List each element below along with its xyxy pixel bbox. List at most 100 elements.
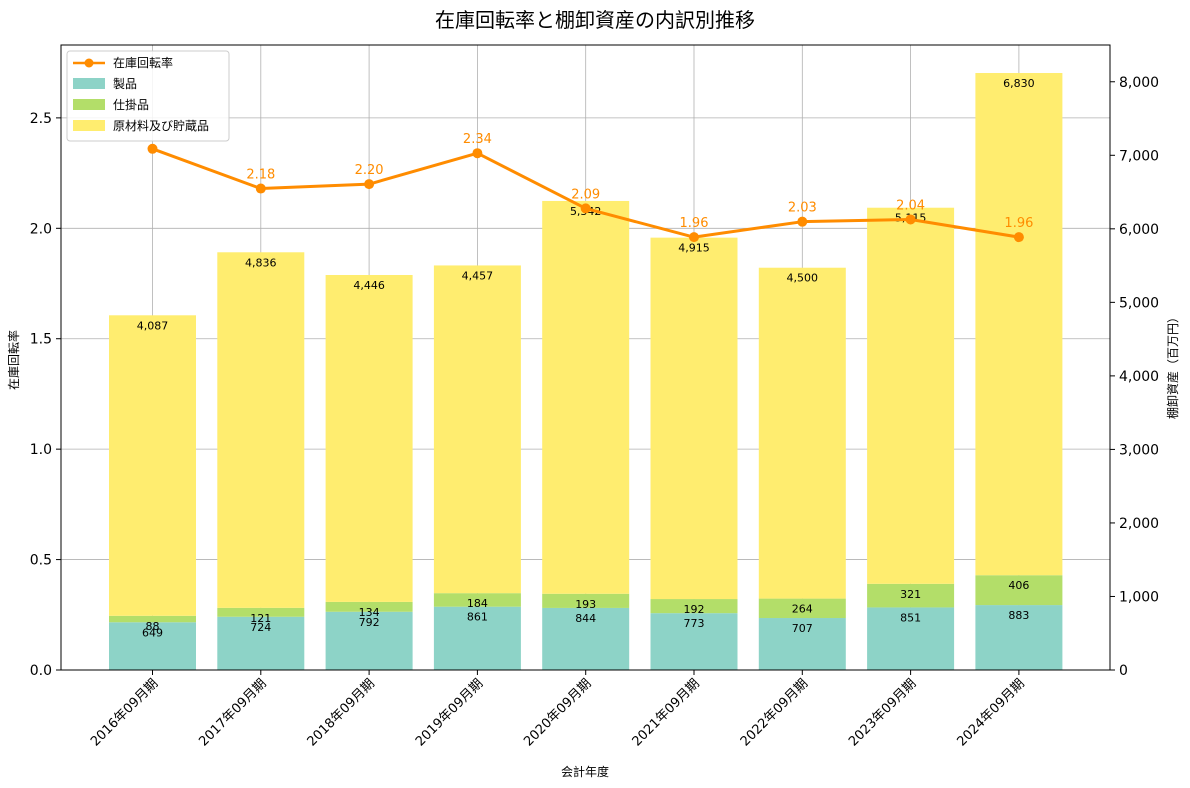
x-tick-label: 2024年09月期 bbox=[954, 676, 1027, 749]
bar-label-product: 861 bbox=[467, 611, 488, 624]
bar-label-product: 844 bbox=[575, 612, 596, 625]
rate-point bbox=[905, 214, 916, 225]
right-tick-label: 2,000 bbox=[1119, 516, 1159, 532]
rate-label: 2.34 bbox=[463, 132, 492, 147]
bar-product bbox=[325, 611, 413, 670]
rate-point bbox=[472, 148, 483, 159]
bar-product bbox=[975, 605, 1063, 670]
bar-product bbox=[217, 616, 305, 670]
legend-text-raw: 原材料及び貯蔵品 bbox=[113, 119, 209, 133]
legend-swatch-wip bbox=[73, 99, 105, 110]
right-tick-label: 1,000 bbox=[1119, 589, 1159, 605]
right-tick-label: 7,000 bbox=[1119, 148, 1159, 164]
bar-product bbox=[542, 607, 630, 670]
right-tick-label: 0 bbox=[1119, 663, 1128, 679]
bar-wip bbox=[758, 598, 846, 619]
bar-raw bbox=[758, 267, 846, 599]
bar-product bbox=[867, 607, 955, 670]
bar-label-raw: 4,446 bbox=[353, 279, 385, 292]
rate-line: 2.18 2.20 2.34 2.09 1.96 2.03 2.04 1.96 bbox=[147, 132, 1033, 243]
legend: 在庫回転率 製品 仕掛品 原材料及び貯蔵品 bbox=[66, 50, 230, 142]
bar-label-wip: 88 bbox=[146, 620, 160, 633]
bar-label-raw: 4,457 bbox=[462, 269, 494, 282]
right-tick-label: 8,000 bbox=[1119, 75, 1159, 91]
x-tick-label: 2018年09月期 bbox=[305, 676, 378, 749]
right-tick-label: 3,000 bbox=[1119, 442, 1159, 458]
right-tick-label: 4,000 bbox=[1119, 369, 1159, 385]
rate-point bbox=[364, 179, 375, 190]
rate-label: 2.03 bbox=[788, 201, 817, 216]
x-tick-label: 2023年09月期 bbox=[846, 676, 919, 749]
rate-label: 2.09 bbox=[571, 187, 600, 202]
bar-raw bbox=[650, 237, 738, 600]
bar-raw bbox=[109, 315, 196, 616]
bar-label-product: 883 bbox=[1008, 609, 1029, 622]
bar-raw bbox=[325, 275, 413, 602]
right-axis-label: 棚卸資産（百万円） bbox=[1165, 311, 1180, 419]
rate-point bbox=[1013, 232, 1024, 243]
x-axis: 2016年09月期 2017年09月期 2018年09月期 2019年09月期 2020… bbox=[88, 670, 1028, 750]
left-axis: 0.0 0.5 1.0 1.5 2.0 2.5 bbox=[30, 111, 61, 679]
bar-label-raw: 6,830 bbox=[1003, 77, 1035, 90]
bar-raw bbox=[433, 265, 521, 594]
bar-wip bbox=[975, 575, 1063, 606]
bar-label-product: 851 bbox=[900, 611, 921, 624]
x-tick-label: 2020年09月期 bbox=[521, 676, 594, 749]
x-tick-label: 2016年09月期 bbox=[88, 676, 161, 749]
x-tick-label: 2021年09月期 bbox=[630, 676, 703, 749]
rate-label: 1.96 bbox=[680, 216, 709, 231]
left-tick-label: 2.5 bbox=[30, 111, 52, 127]
bar-product bbox=[109, 622, 196, 670]
legend-text-product: 製品 bbox=[113, 77, 137, 91]
bar-wip bbox=[325, 601, 413, 612]
bar-raw bbox=[867, 207, 955, 584]
rate-point bbox=[689, 232, 699, 243]
bar-wip bbox=[542, 593, 630, 608]
bar-label-wip: 406 bbox=[1008, 579, 1029, 592]
rate-point bbox=[147, 143, 158, 154]
bar-product bbox=[433, 606, 521, 670]
bar-label-product: 707 bbox=[792, 622, 813, 635]
legend-frame bbox=[66, 50, 230, 142]
bar-label-product: 649 bbox=[142, 626, 163, 639]
right-axis: 0 1,000 2,000 3,000 4,000 5,000 6,000 7,000 8,00… bbox=[1110, 75, 1159, 679]
x-axis-label: 会計年度 bbox=[561, 764, 609, 779]
bar-wip bbox=[650, 599, 738, 614]
bar-raw bbox=[975, 73, 1063, 576]
bar-label-wip: 264 bbox=[792, 603, 813, 616]
rate-label: 1.96 bbox=[1004, 216, 1033, 231]
bar-label-wip: 193 bbox=[575, 598, 596, 611]
chart-title: 在庫回転率と棚卸資産の内訳別推移 bbox=[435, 8, 755, 32]
rate-label: 2.20 bbox=[355, 163, 384, 178]
x-tick-label: 2022年09月期 bbox=[738, 676, 811, 749]
bar-label-wip: 192 bbox=[684, 603, 705, 616]
bar-label-raw: 4,915 bbox=[678, 242, 710, 255]
left-tick-label: 2.0 bbox=[30, 221, 52, 237]
rate-point bbox=[797, 216, 808, 227]
right-tick-label: 6,000 bbox=[1119, 222, 1159, 238]
legend-swatch-raw bbox=[73, 120, 105, 131]
rate-label: 2.18 bbox=[246, 168, 275, 183]
rate-label: 2.04 bbox=[896, 198, 925, 213]
bar-wip bbox=[109, 615, 196, 623]
left-axis-label: 在庫回転率 bbox=[6, 330, 21, 390]
bar-label-raw: 4,087 bbox=[137, 319, 169, 332]
bar-label-raw: 4,500 bbox=[787, 272, 819, 285]
bar-label-product: 724 bbox=[250, 621, 271, 634]
bar-label-wip: 121 bbox=[250, 612, 271, 625]
legend-text-wip: 仕掛品 bbox=[113, 97, 149, 112]
rate-point bbox=[255, 183, 266, 194]
rate-point bbox=[580, 203, 591, 214]
left-tick-label: 1.0 bbox=[30, 442, 52, 458]
legend-swatch-product bbox=[73, 78, 105, 89]
bars bbox=[109, 73, 1063, 670]
legend-text-rate: 在庫回転率 bbox=[113, 55, 173, 70]
bar-label-raw: 4,836 bbox=[245, 256, 277, 269]
bar-label-product: 773 bbox=[684, 617, 705, 630]
bar-product bbox=[758, 618, 846, 670]
x-tick-label: 2019年09月期 bbox=[413, 676, 486, 749]
bar-label-wip: 134 bbox=[359, 606, 380, 619]
bar-wip bbox=[217, 607, 305, 617]
